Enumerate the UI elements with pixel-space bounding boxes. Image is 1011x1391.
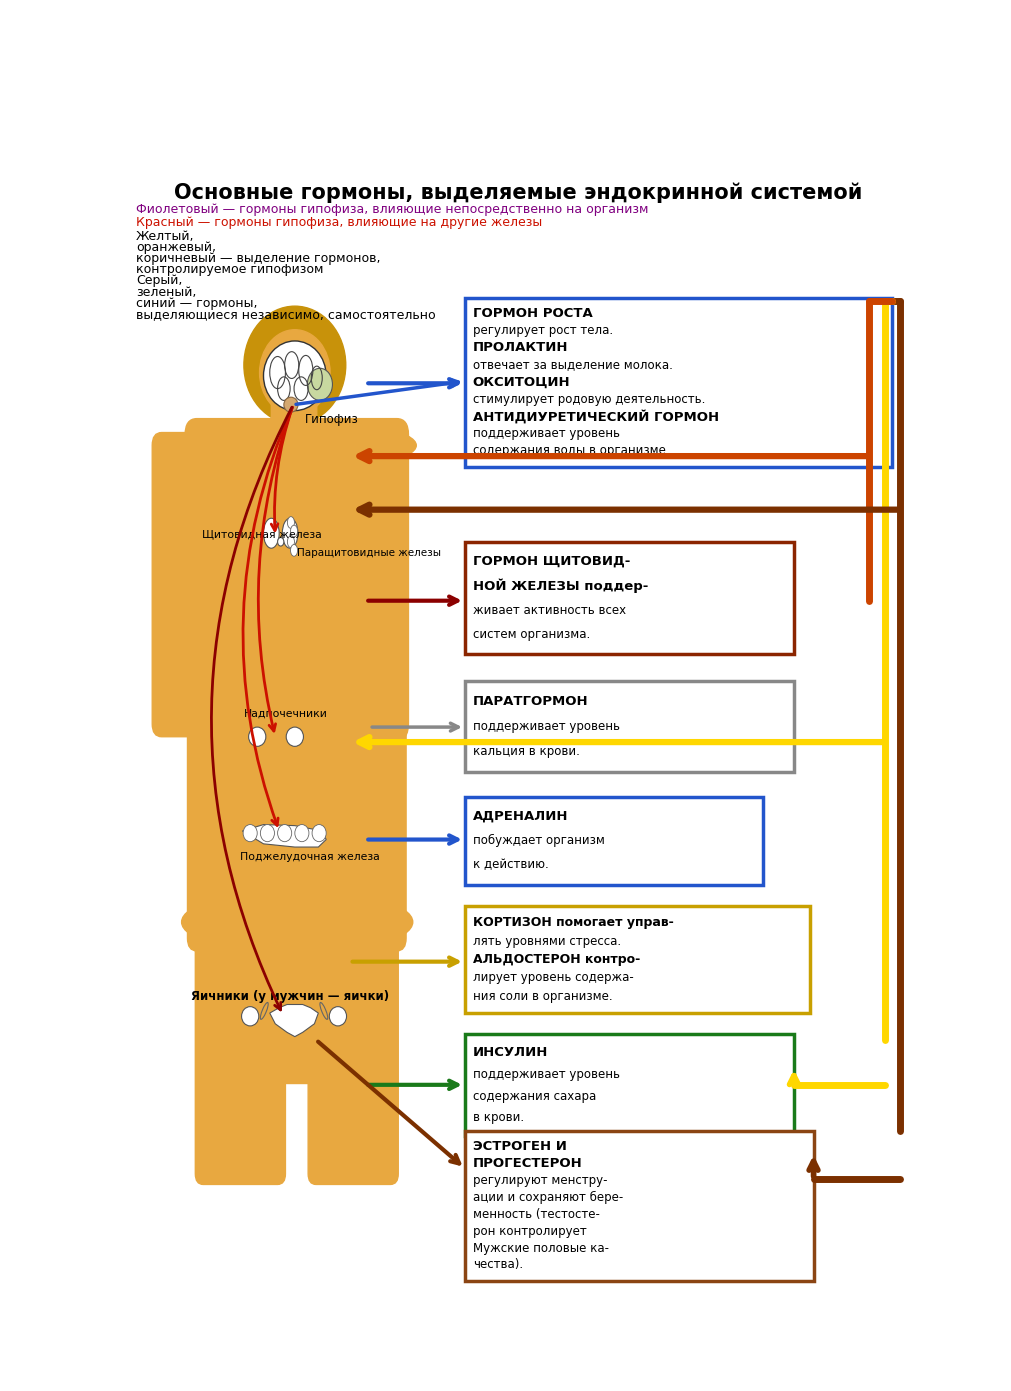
Text: ГОРМОН РОСТА: ГОРМОН РОСТА: [473, 307, 592, 320]
Ellipse shape: [261, 825, 274, 842]
Text: Красный — гормоны гипофиза, влияющие на другие железы: Красный — гормоны гипофиза, влияющие на …: [135, 216, 542, 230]
Text: ации и сохраняют бере-: ации и сохраняют бере-: [473, 1191, 623, 1205]
Text: в крови.: в крови.: [473, 1111, 524, 1124]
Text: регулирует рост тела.: регулирует рост тела.: [473, 324, 613, 337]
FancyBboxPatch shape: [308, 900, 398, 1185]
Text: выделяющиеся независимо, самостоятельно: выделяющиеся независимо, самостоятельно: [135, 309, 436, 321]
Text: к действию.: к действию.: [473, 858, 548, 871]
Text: ПАРАТГОРМОН: ПАРАТГОРМОН: [473, 694, 588, 708]
Polygon shape: [270, 1004, 318, 1036]
Ellipse shape: [286, 727, 303, 747]
Text: рон контролирует: рон контролирует: [473, 1224, 586, 1238]
Text: ЭСТРОГЕН И: ЭСТРОГЕН И: [473, 1141, 566, 1153]
Text: регулируют менстру-: регулируют менстру-: [473, 1174, 608, 1187]
Ellipse shape: [278, 825, 292, 842]
Ellipse shape: [249, 727, 266, 747]
Text: Фиолетовый — гормоны гипофиза, влияющие непосредственно на организм: Фиолетовый — гормоны гипофиза, влияющие …: [135, 203, 648, 216]
Ellipse shape: [287, 516, 294, 529]
Ellipse shape: [290, 544, 297, 556]
Ellipse shape: [307, 369, 333, 401]
Text: стимулирует родовую деятельность.: стимулирует родовую деятельность.: [473, 392, 705, 406]
Ellipse shape: [243, 825, 257, 842]
Ellipse shape: [174, 420, 417, 472]
FancyBboxPatch shape: [465, 797, 762, 885]
Text: побуждает организм: побуждает организм: [473, 835, 605, 847]
Text: АЛЬДОСТЕРОН контро-: АЛЬДОСТЕРОН контро-: [473, 953, 640, 965]
Text: ГОРМОН ЩИТОВИД-: ГОРМОН ЩИТОВИД-: [473, 555, 630, 568]
Bar: [236, 911, 358, 1082]
Text: Желтый,: Желтый,: [135, 230, 194, 242]
FancyBboxPatch shape: [465, 298, 892, 467]
Text: синий — гормоны,: синий — гормоны,: [135, 298, 257, 310]
Ellipse shape: [312, 825, 327, 842]
FancyBboxPatch shape: [465, 1131, 814, 1281]
Ellipse shape: [295, 825, 309, 842]
Text: менность (тестосте-: менность (тестосте-: [473, 1207, 600, 1221]
Ellipse shape: [330, 1007, 347, 1027]
Text: ПРОЛАКТИН: ПРОЛАКТИН: [473, 341, 568, 355]
Text: Яичники (у мужчин — яички): Яичники (у мужчин — яички): [191, 990, 389, 1003]
Text: коричневый — выделение гормонов,: коричневый — выделение гормонов,: [135, 252, 380, 266]
Ellipse shape: [264, 519, 279, 548]
Text: ПРОГЕСТЕРОН: ПРОГЕСТЕРОН: [473, 1157, 582, 1170]
Text: Щитовидная железа: Щитовидная железа: [201, 530, 321, 540]
Text: ОКСИТОЦИН: ОКСИТОЦИН: [473, 376, 570, 388]
Text: Паращитовидные железы: Паращитовидные железы: [297, 548, 441, 558]
Text: поддерживает уровень: поддерживает уровень: [473, 427, 620, 440]
FancyBboxPatch shape: [465, 1035, 794, 1136]
Text: чества).: чества).: [473, 1259, 523, 1271]
Text: содержания сахара: содержания сахара: [473, 1089, 595, 1103]
Text: контролируемое гипофизом: контролируемое гипофизом: [135, 263, 324, 277]
Text: Гипофиз: Гипофиз: [305, 413, 359, 426]
Text: АДРЕНАЛИН: АДРЕНАЛИН: [473, 810, 568, 823]
Text: оранжевый,: оранжевый,: [135, 241, 215, 253]
FancyBboxPatch shape: [465, 682, 794, 772]
Ellipse shape: [278, 537, 284, 547]
Text: КОРТИЗОН помогает управ-: КОРТИЗОН помогает управ-: [473, 917, 673, 929]
Text: АНТИДИУРЕТИЧЕСКИЙ ГОРМОН: АНТИДИУРЕТИЧЕСКИЙ ГОРМОН: [473, 409, 719, 423]
Ellipse shape: [260, 330, 330, 416]
Text: ИНСУЛИН: ИНСУЛИН: [473, 1046, 548, 1060]
FancyBboxPatch shape: [185, 419, 408, 740]
Ellipse shape: [282, 519, 298, 548]
FancyBboxPatch shape: [153, 433, 204, 737]
Text: Основные гормоны, выделяемые эндокринной системой: Основные гормоны, выделяемые эндокринной…: [174, 182, 862, 203]
Text: кальция в крови.: кальция в крови.: [473, 746, 579, 758]
Ellipse shape: [182, 890, 412, 954]
Text: живает активность всех: живает активность всех: [473, 604, 626, 616]
Ellipse shape: [244, 306, 346, 424]
FancyBboxPatch shape: [465, 541, 794, 654]
Text: отвечает за выделение молока.: отвечает за выделение молока.: [473, 359, 672, 371]
Text: поддерживает уровень: поддерживает уровень: [473, 1068, 620, 1081]
Text: Поджелудочная железа: Поджелудочная железа: [240, 853, 380, 862]
Text: систем организма.: систем организма.: [473, 629, 590, 641]
Text: Мужские половые ка-: Мужские половые ка-: [473, 1242, 609, 1255]
Ellipse shape: [242, 1007, 259, 1027]
FancyBboxPatch shape: [465, 906, 810, 1013]
Text: лять уровнями стресса.: лять уровнями стресса.: [473, 935, 621, 947]
Text: зеленый,: зеленый,: [135, 285, 196, 299]
Text: Серый,: Серый,: [135, 274, 182, 288]
Text: поддерживает уровень: поддерживает уровень: [473, 721, 620, 733]
FancyBboxPatch shape: [271, 392, 316, 445]
Text: Надпочечники: Надпочечники: [244, 708, 328, 718]
Polygon shape: [243, 825, 327, 847]
Ellipse shape: [287, 536, 294, 548]
Text: ния соли в организме.: ния соли в организме.: [473, 990, 613, 1003]
Ellipse shape: [284, 398, 298, 412]
FancyBboxPatch shape: [187, 690, 406, 951]
Ellipse shape: [290, 526, 297, 537]
Text: НОЙ ЖЕЛЕЗЫ поддер-: НОЙ ЖЕЛЕЗЫ поддер-: [473, 579, 648, 593]
Ellipse shape: [264, 341, 327, 410]
Text: лирует уровень содержа-: лирует уровень содержа-: [473, 971, 634, 985]
Text: содержания воды в организме.: содержания воды в организме.: [473, 444, 669, 458]
FancyBboxPatch shape: [195, 900, 285, 1185]
